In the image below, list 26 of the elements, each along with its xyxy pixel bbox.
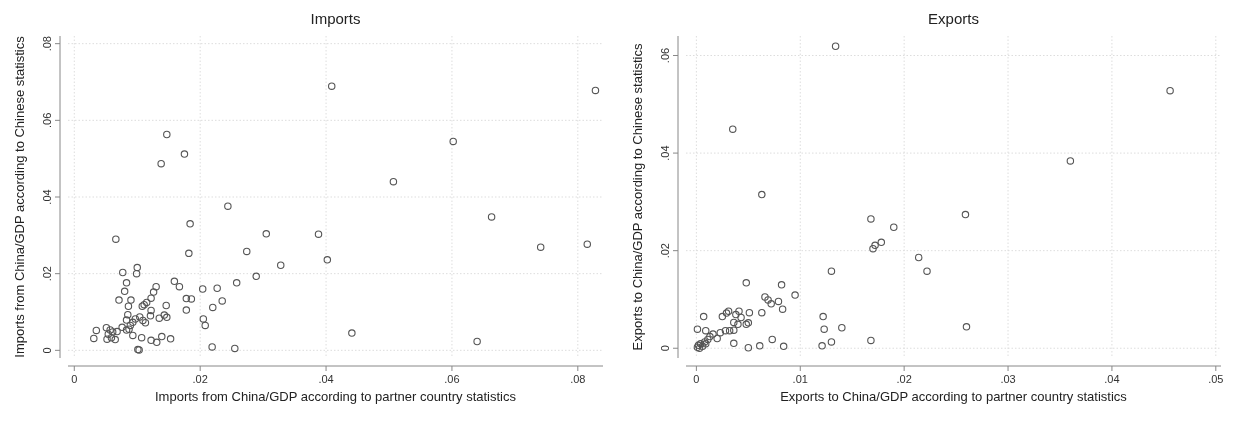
x-tick-label: 0 xyxy=(71,373,78,385)
x-tick-label: 0 xyxy=(693,373,700,385)
x-axis-title: Imports from China/GDP according to partner country statistics xyxy=(154,389,517,404)
x-tick-label: .06 xyxy=(444,373,460,385)
x-tick-label: .02 xyxy=(896,373,912,385)
y-tick-label: .06 xyxy=(659,47,671,64)
x-tick-label: .04 xyxy=(318,373,334,385)
y-tick-label: .08 xyxy=(41,36,53,52)
y-tick-label: .02 xyxy=(659,243,671,259)
chart-title: Imports xyxy=(310,10,361,27)
x-tick-label: .04 xyxy=(1104,373,1120,385)
y-tick-label: .04 xyxy=(659,145,671,161)
y-tick-label: .04 xyxy=(41,189,53,205)
y-axis-title: Imports from China/GDP according to Chinese statistics xyxy=(12,35,27,358)
y-tick-label: 0 xyxy=(41,347,53,354)
chart-title: Exports xyxy=(928,10,979,27)
x-tick-label: .05 xyxy=(1208,373,1224,385)
y-tick-label: .02 xyxy=(41,266,53,282)
y-tick-label: .06 xyxy=(41,112,53,128)
x-tick-label: .02 xyxy=(192,373,208,385)
x-axis-title: Exports to China/GDP according to partner country statistics xyxy=(780,389,1128,404)
x-tick-label: .01 xyxy=(792,373,808,385)
x-tick-label: .03 xyxy=(1000,373,1016,385)
x-tick-label: .08 xyxy=(570,373,586,385)
y-axis-title: Exports to China/GDP according to Chinese statistics xyxy=(630,43,645,351)
y-tick-label: 0 xyxy=(659,345,671,352)
